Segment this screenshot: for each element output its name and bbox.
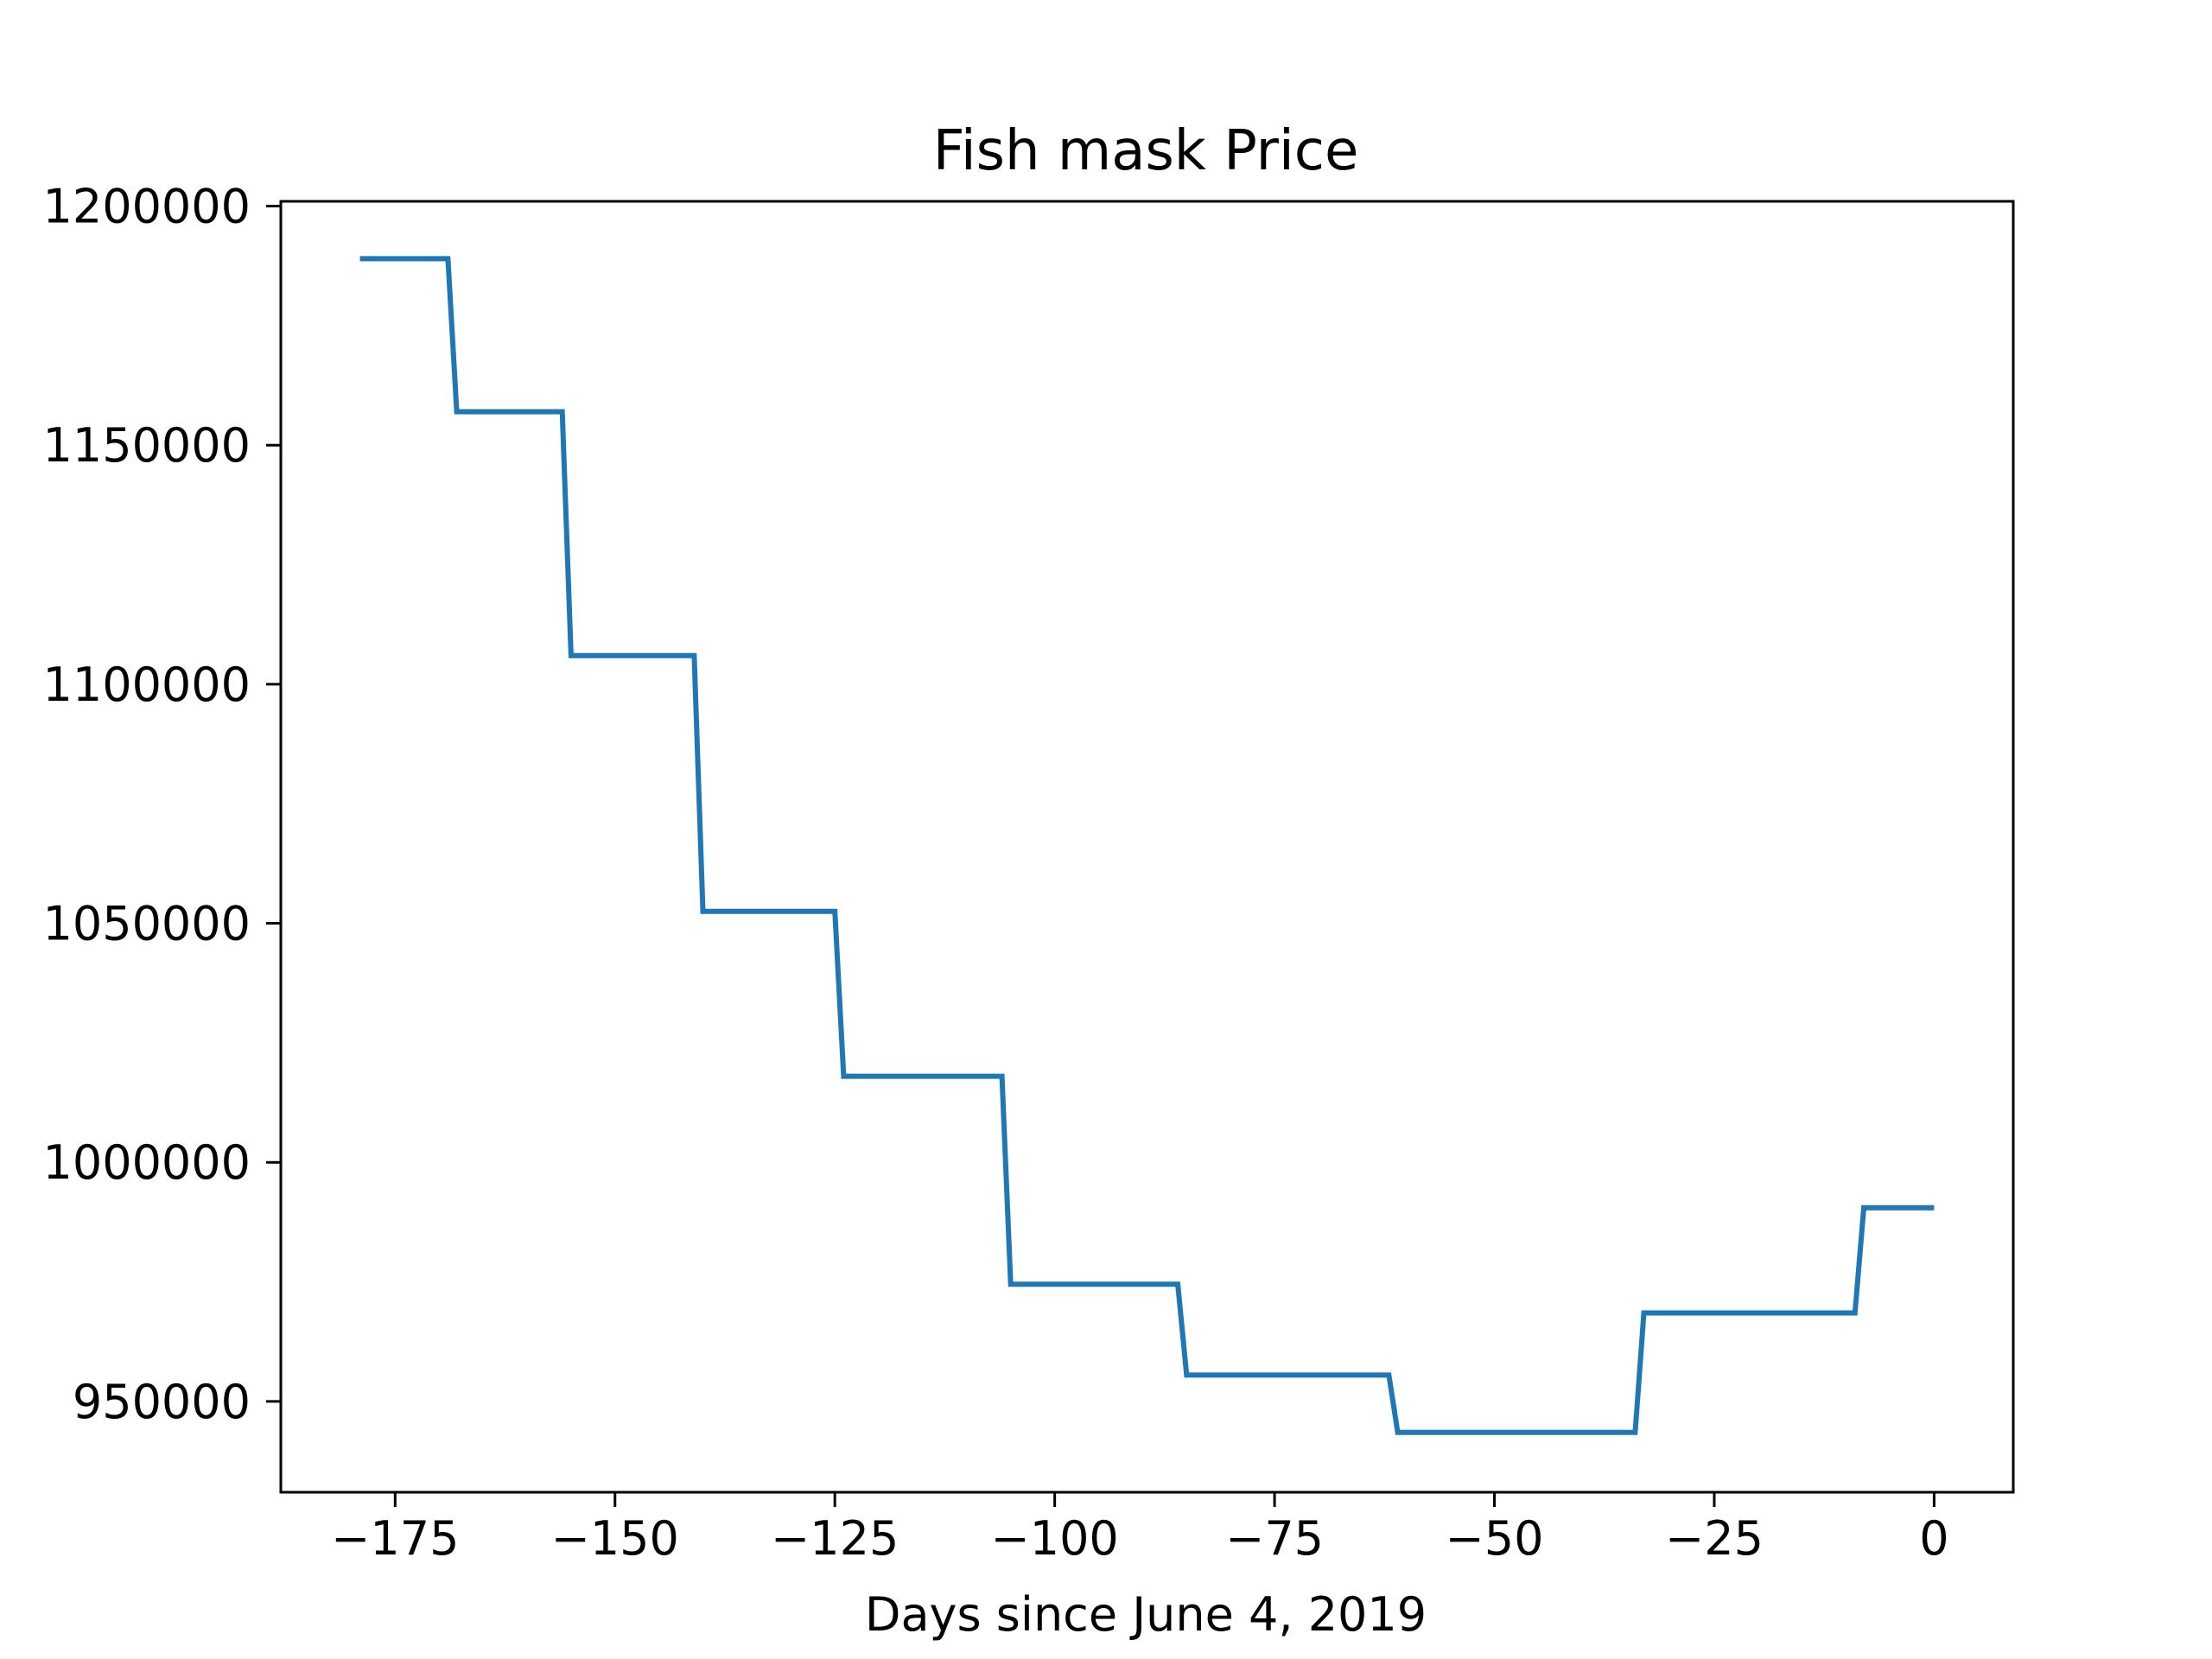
plot-area: −175 −150 −125 −100 −75 −50 −25 0 950000 1000000 1… (43, 180, 2015, 1566)
x-tick-label: −175 (331, 1511, 459, 1566)
x-tick-label: −125 (771, 1511, 899, 1566)
y-tick-label: 1150000 (43, 418, 251, 473)
y-tick-label: 950000 (73, 1375, 251, 1429)
x-tick-label: −75 (1225, 1511, 1324, 1566)
plot-frame (279, 200, 2015, 1494)
y-tick-label: 1200000 (43, 180, 251, 234)
y-tick-label: 1000000 (43, 1135, 251, 1190)
y-tick-label: 1050000 (43, 897, 251, 951)
x-tick-label: −100 (990, 1511, 1118, 1566)
x-tick-label: −25 (1665, 1511, 1764, 1566)
chart-title: Fish mask Price (933, 119, 1359, 183)
x-tick-label: −150 (551, 1511, 679, 1566)
x-tick-label: −50 (1446, 1511, 1544, 1566)
x-axis-title: Days since June 4, 2019 (865, 1587, 1427, 1642)
x-tick-label: 0 (1919, 1511, 1948, 1566)
y-tick-label: 1100000 (43, 658, 251, 712)
price-series-line (359, 256, 1935, 1435)
